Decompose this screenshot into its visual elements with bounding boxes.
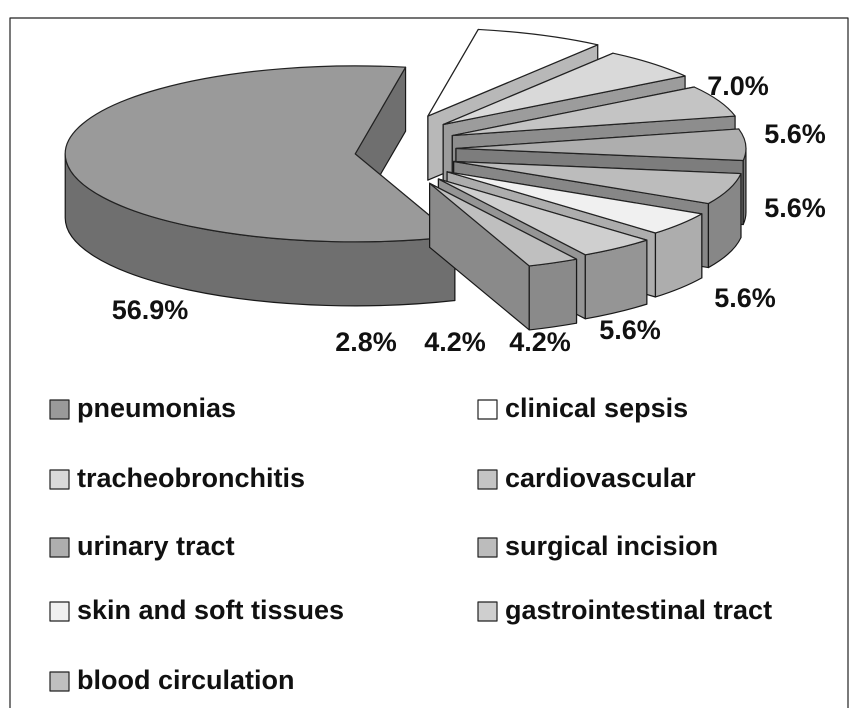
legend-swatch [49,399,70,420]
legend-label: tracheobronchitis [77,463,305,493]
slice [64,65,456,243]
slice [453,160,742,205]
slice [442,52,686,126]
frame [9,17,849,708]
legend-swatch [477,601,498,622]
slice [427,28,599,117]
legend-label: pneumonias [77,393,236,423]
value-label: 5.6% [599,315,661,345]
slice [446,171,703,234]
slice [437,178,648,256]
slice [451,86,736,137]
legend-label: gastrointestinal tract [505,595,772,625]
value-label: 5.6% [764,193,826,223]
legend-swatch [477,469,498,490]
legend: pneumonias clinical sepsis tracheobronchit… [49,393,772,695]
legend-label: urinary tract [77,531,235,561]
legend-swatch [49,469,70,490]
slice [429,182,578,267]
legend-label: clinical sepsis [505,393,688,423]
legend-swatch [49,601,70,622]
legend-swatch [477,537,498,558]
value-label: 56.9% [112,295,189,325]
legend-label: surgical incision [505,531,718,561]
legend-swatch [477,399,498,420]
value-label: 4.2% [509,327,571,357]
pie [64,28,747,331]
value-label: 5.6% [764,119,826,149]
legend-label: skin and soft tissues [77,595,344,625]
slice-side [528,258,578,331]
slice [455,128,747,162]
legend-label: cardiovascular [505,463,696,493]
value-label: 5.6% [714,283,776,313]
value-label: 4.2% [424,327,486,357]
value-label: 7.0% [707,71,769,101]
value-label: 2.8% [335,327,397,357]
legend-swatch [49,537,70,558]
legend-swatch [49,671,70,692]
legend-label: blood circulation [77,665,295,695]
